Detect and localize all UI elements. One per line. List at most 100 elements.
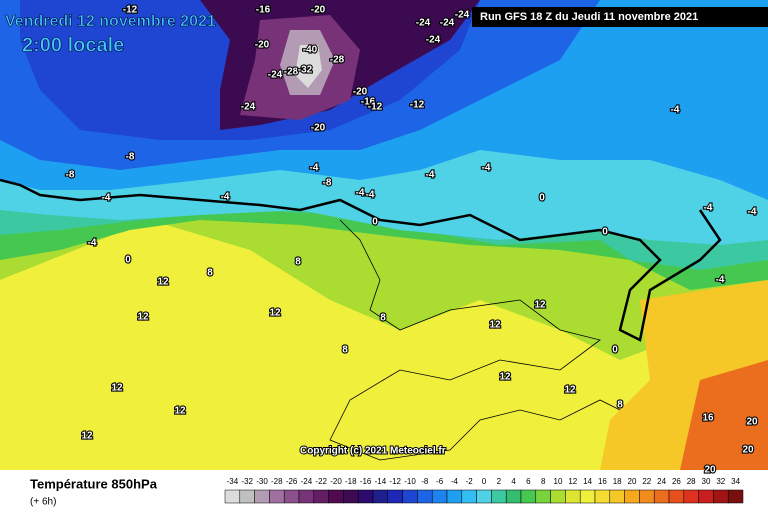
contour-label: 8 [380, 313, 386, 324]
contour-label: -28 [330, 55, 345, 66]
contour-label: -4 [366, 190, 375, 201]
contour-label: -32 [298, 65, 313, 76]
scale-swatch [357, 489, 374, 504]
scale-label: -2 [466, 477, 474, 486]
contour-label: 0 [602, 227, 608, 238]
scale-swatch [698, 489, 714, 504]
contour-label: 12 [489, 320, 501, 331]
contour-label: -20 [255, 40, 270, 51]
scale-label: -34 [227, 477, 239, 486]
contour-label: 12 [137, 312, 149, 323]
contour-label: -4 [221, 192, 230, 203]
contour-label: -16 [256, 5, 271, 16]
scale-swatch [417, 489, 433, 504]
scale-label: -10 [404, 477, 416, 486]
color-scale: -34 -32 -30 -28 -26 -24 -22 -20 -18 -16 -14 -12 -10-… [224, 477, 744, 504]
contour-label: 20 [742, 445, 754, 456]
scale-swatch [269, 489, 285, 504]
contour-label: 8 [617, 400, 623, 411]
contour-label: 12 [111, 383, 123, 394]
scale-swatch [431, 489, 448, 504]
contour-labels: -12 -16 -20-24 -24-24-24-20 -40-28-24 -28 -32-… [64, 4, 759, 477]
contour-label: -4 [671, 105, 680, 116]
scale-swatch [653, 489, 670, 504]
scale-label: 16 [598, 477, 607, 486]
contour-label: -8 [126, 152, 135, 163]
scale-label: 2 [497, 477, 502, 486]
scale-swatch [283, 489, 300, 504]
contour-label: -24 [241, 102, 256, 113]
scale-label: -32 [241, 477, 253, 486]
copyright: Copyright (c) 2021 Meteociel.fr [300, 446, 446, 457]
contour-label: 8 [342, 345, 348, 356]
contour-label: 12 [81, 431, 93, 442]
scale-label: 24 [657, 477, 666, 486]
contour-label: -4 [748, 207, 757, 218]
scale-label: -22 [315, 477, 327, 486]
contour-label: -12 [123, 5, 138, 16]
scale-label: -20 [330, 477, 342, 486]
scale-label: 20 [628, 477, 637, 486]
scale-swatch [713, 489, 729, 504]
contour-label: -24 [455, 10, 470, 21]
contour-label: -4 [482, 163, 491, 174]
contour-label: -4 [356, 188, 365, 199]
scale-label: 26 [672, 477, 681, 486]
scale-swatch [446, 489, 463, 504]
time-label: 2:00 locale [22, 34, 124, 56]
contour-label: 16 [702, 413, 714, 424]
contour-label: 0 [539, 193, 545, 204]
scale-swatch [387, 489, 403, 504]
scale-swatch [520, 489, 537, 504]
contour-label: -24 [440, 18, 455, 29]
scale-swatch [313, 489, 329, 504]
run-label: Run GFS 18 Z du Jeudi 11 novembre 2021 [480, 11, 698, 23]
scale-label: 32 [716, 477, 725, 486]
contour-label: -12 [368, 102, 383, 113]
scale-swatch [343, 489, 359, 504]
scale-label: 12 [568, 477, 577, 486]
contour-label: 12 [499, 372, 511, 383]
scale-label: -12 [389, 477, 401, 486]
contour-label: -24 [268, 70, 283, 81]
contour-label: -12 [410, 100, 425, 111]
contour-label: -4 [310, 163, 319, 174]
scale-swatch [727, 489, 744, 504]
scale-swatch [579, 489, 596, 504]
scale-label: -16 [360, 477, 372, 486]
scale-swatch [594, 489, 611, 504]
contour-label: 8 [207, 268, 213, 279]
scale-swatch [535, 489, 551, 504]
scale-label: -4 [451, 477, 459, 486]
scale-swatch [461, 489, 477, 504]
contour-label: -20 [353, 87, 368, 98]
contour-label: 12 [174, 406, 186, 417]
scale-label: -8 [421, 477, 429, 486]
contour-label: -4 [716, 275, 725, 286]
scale-label: 14 [583, 477, 592, 486]
contour-label: 0 [372, 217, 378, 228]
scale-label: 10 [554, 477, 563, 486]
contour-label: -4 [102, 193, 111, 204]
scale-swatch [372, 489, 389, 504]
scale-swatch [328, 489, 344, 504]
contour-label: -24 [416, 18, 431, 29]
scale-label: -30 [256, 477, 268, 486]
date-label: Vendredi 12 novembre 2021 [5, 13, 216, 30]
scale-label: 6 [526, 477, 531, 486]
scale-label: -6 [436, 477, 444, 486]
contour-label: 12 [564, 385, 576, 396]
contour-label: -28 [284, 67, 299, 78]
scale-label: 8 [541, 477, 546, 486]
contour-label: -40 [303, 45, 318, 56]
scale-swatch [565, 489, 581, 504]
contour-label: -20 [311, 123, 326, 134]
scale-swatch [609, 489, 625, 504]
contour-label: -4 [88, 238, 97, 249]
scale-label: 4 [511, 477, 516, 486]
contour-label: 0 [612, 345, 618, 356]
scale-label: -14 [375, 477, 387, 486]
scale-swatch [668, 489, 685, 504]
contour-label: -8 [323, 178, 332, 189]
